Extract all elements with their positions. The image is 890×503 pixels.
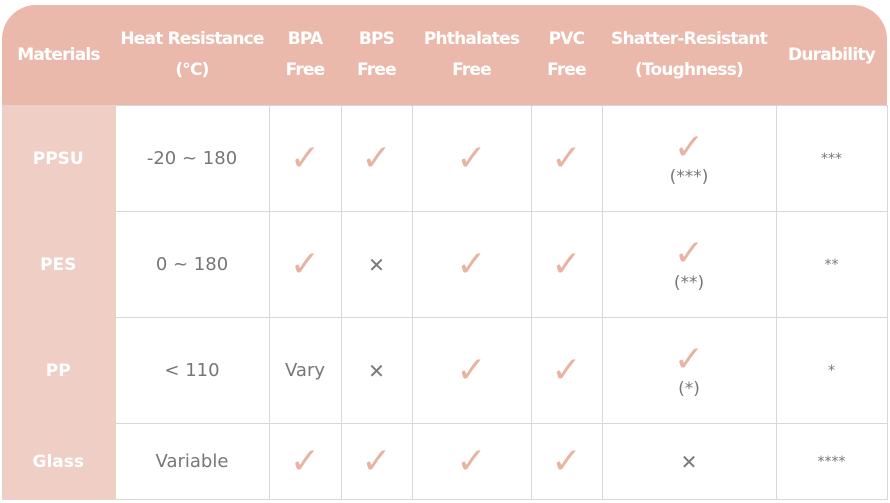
cell-bpa: Vary [268,317,342,424]
table-row: PES 0 ~ 180 ✓ ✕ ✓ ✓ ✓ (**) ** [2,211,888,318]
toughness-rating: (*) [678,378,700,399]
column-header: PVC Free [531,5,602,106]
table-row: Glass Variable ✓ ✓ ✓ ✓ ✕ **** [2,423,888,500]
checkmark-icon: ✓ [289,137,321,179]
checkmark-icon: ✓ [361,137,392,179]
toughness-rating: (**) [673,272,705,293]
column-header: Materials [2,5,115,106]
cell-bpa: ✓ [268,211,342,318]
cell-heat: < 110 [114,317,270,424]
checkmark-icon: ✓ [551,349,582,391]
checkmark-icon: ✓ [551,137,582,179]
cell-pvc: ✓ [530,211,603,318]
cell-shatter: ✓ (***) [601,105,777,212]
cell-durability: *** [775,105,888,212]
checkmark-icon: ✓ [289,440,321,482]
checkmark-icon: ✓ [456,440,487,482]
checkmark-icon: ✓ [673,232,705,274]
toughness-rating: (***) [669,166,709,187]
cell-phth: ✓ [411,105,532,212]
table-row: PPSU -20 ~ 180 ✓ ✓ ✓ ✓ ✓ (***) *** [2,105,888,212]
checkmark-icon: ✓ [361,440,392,482]
cell-phth: ✓ [411,317,532,424]
cross-icon: ✕ [368,358,385,383]
checkmark-icon: ✓ [551,440,582,482]
checkmark-icon: ✓ [456,137,487,179]
column-header: Heat Resistance (°C) [115,5,269,106]
cell-durability: ** [775,211,888,318]
cell-shatter: ✓ (*) [601,317,777,424]
column-header: BPS Free [341,5,412,106]
cross-icon: ✕ [368,252,385,277]
cell-bpa: ✓ [268,105,342,212]
cell-durability: * [775,317,888,424]
table-row: PP < 110 Vary ✕ ✓ ✓ ✓ (*) * [2,317,888,424]
checkmark-icon: ✓ [456,349,487,391]
cell-bps: ✓ [340,423,413,500]
checkmark-icon: ✓ [673,126,705,168]
cell-phth: ✓ [411,423,532,500]
cell-bps: ✕ [340,211,413,318]
column-header: Shatter-Resistant (Toughness) [602,5,776,106]
cell-durability: **** [775,423,888,500]
checkmark-icon: ✓ [456,243,487,285]
cell-bpa: ✓ [268,423,342,500]
cell-heat: 0 ~ 180 [114,211,270,318]
cell-pvc: ✓ [530,317,603,424]
cell-phth: ✓ [411,211,532,318]
cell-shatter: ✕ [601,423,777,500]
cell-pvc: ✓ [530,105,603,212]
checkmark-icon: ✓ [289,243,321,285]
cell-heat: Variable [114,423,270,500]
cell-shatter: ✓ (**) [601,211,777,318]
cell-pvc: ✓ [530,423,603,500]
cell-bps: ✓ [340,105,413,212]
cell-heat: -20 ~ 180 [114,105,270,212]
materials-comparison-table: Materials Heat Resistance (°C) BPA Free BPS… [2,5,888,500]
column-header: BPA Free [269,5,341,106]
material-name: Glass [2,423,116,500]
column-header: Durability [776,5,887,106]
cell-bps: ✕ [340,317,413,424]
checkmark-icon: ✓ [551,243,582,285]
material-name: PP [2,317,116,424]
material-name: PPSU [2,105,116,212]
checkmark-icon: ✓ [673,338,705,380]
column-header: Phthalates Free [412,5,531,106]
material-name: PES [2,211,116,318]
cross-icon: ✕ [680,449,698,474]
